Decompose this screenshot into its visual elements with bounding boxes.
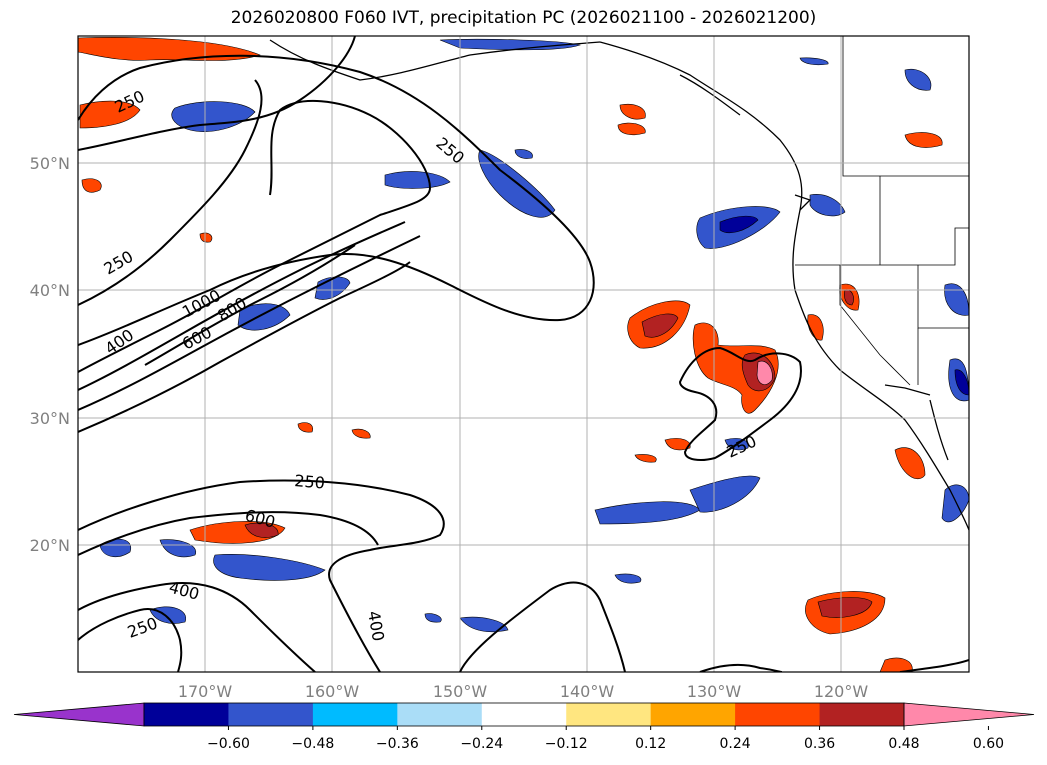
colorbar-segment [735, 703, 821, 726]
ivt-contours [78, 36, 969, 672]
colorbar-extend-min [13, 702, 145, 727]
political-borders [795, 36, 969, 386]
colorbar-tick-label: −0.36 [376, 736, 419, 752]
lat-tick-labels: 50°N 40°N 30°N 20°N [30, 154, 70, 555]
map-title: 2026020800 F060 IVT, precipitation PC (2… [230, 8, 817, 28]
lon-tick: 150°W [433, 682, 488, 701]
colorbar-tick-label: 0.60 [973, 736, 1004, 752]
lon-tick: 170°W [178, 682, 233, 701]
colorbar-segment [819, 703, 905, 726]
colorbar-segment [650, 703, 736, 726]
map-frame [77, 35, 970, 673]
colorbar-tick-label: −0.48 [291, 736, 334, 752]
lon-tick: 160°W [305, 682, 360, 701]
graticule [78, 36, 969, 672]
colorbar-segment [144, 703, 229, 726]
colorbar-tick-label: 0.48 [888, 736, 919, 752]
lon-tick: 140°W [560, 682, 615, 701]
colorbar-tick-label: −0.60 [207, 736, 250, 752]
colorbar-tick-label: 0.36 [804, 736, 835, 752]
colorbar: −0.60 −0.48 −0.36 −0.24 −0.12 0.12 0.24 0.36 0.4… [13, 702, 1035, 752]
colorbar-tick-label: −0.12 [545, 736, 588, 752]
colorbar-extend-max [903, 702, 1035, 727]
colorbar-segment [566, 703, 652, 726]
colorbar-segment [481, 703, 567, 726]
lat-tick: 20°N [30, 536, 70, 555]
lon-tick: 130°W [687, 682, 742, 701]
lat-tick: 50°N [30, 154, 70, 173]
colorbar-segment [397, 703, 483, 726]
colorbar-tick-label: 0.24 [720, 736, 751, 752]
colorbar-segment [312, 703, 398, 726]
colorbar-tick-label: −0.24 [460, 736, 503, 752]
lon-tick: 120°W [814, 682, 869, 701]
colorbar-tick-label: 0.12 [635, 736, 666, 752]
lat-tick: 30°N [30, 409, 70, 428]
map-plot-area: 250 250 1000 800 600 400 250 250 600 400… [78, 36, 969, 672]
lon-tick-labels: 170°W 160°W 150°W 140°W 130°W 120°W [178, 682, 869, 701]
colorbar-frame [143, 702, 905, 727]
colorbar-segment [228, 703, 314, 726]
lat-tick: 40°N [30, 281, 70, 300]
contour-label: 250 [294, 471, 326, 493]
